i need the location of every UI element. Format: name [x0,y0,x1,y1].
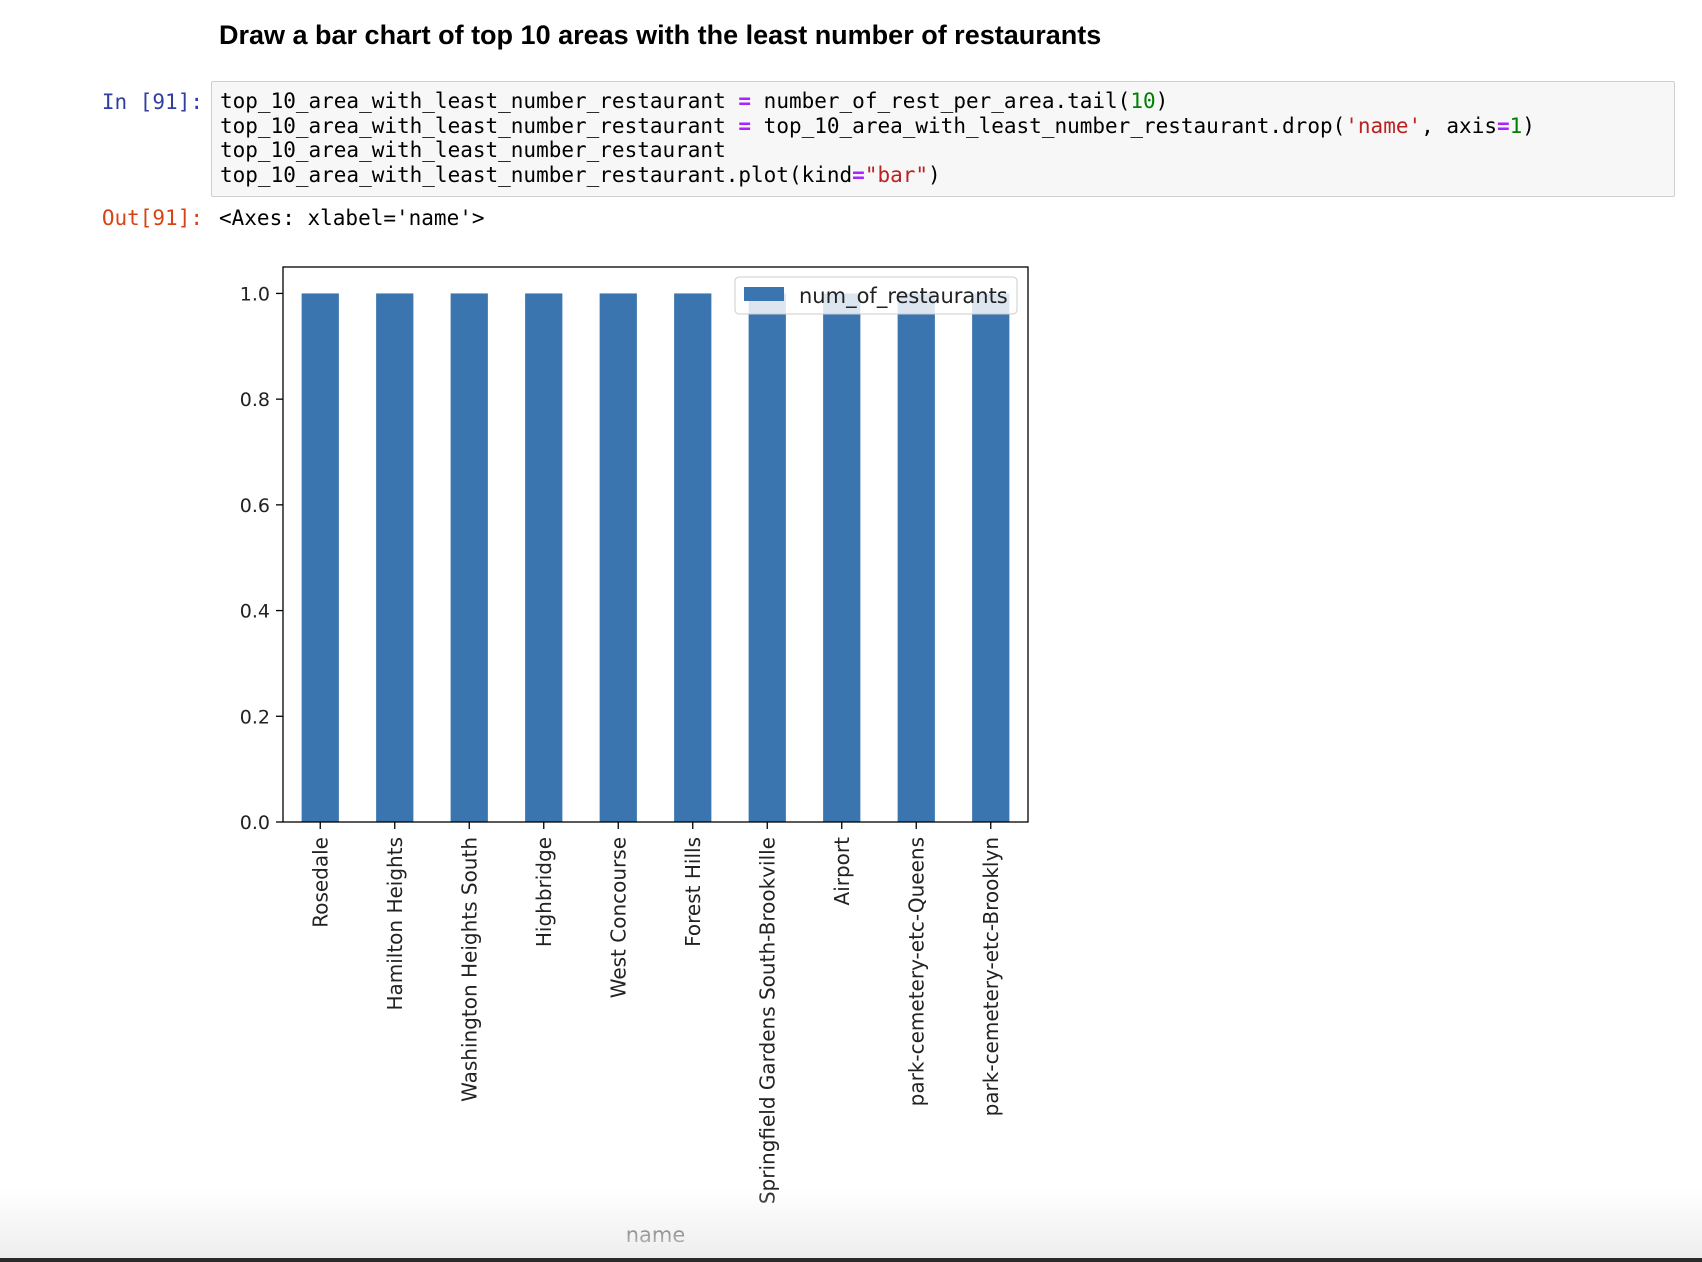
y-tick-label: 0.0 [240,812,270,834]
code-token: 1 [1509,113,1523,138]
output-prompt: Out[91]: [101,206,203,230]
x-tick-label: park-cemetery-etc-Brooklyn [979,837,1003,1116]
bar [525,293,563,822]
y-tick-label: 0.4 [240,601,270,623]
code-token: ) [928,162,941,187]
code-token: = [738,113,752,138]
bar [376,293,414,822]
bar [301,293,339,822]
markdown-heading: Draw a bar chart of top 10 areas with th… [219,20,1102,50]
bar [748,293,786,822]
code-line: top_10_area_with_least_number_restaurant… [220,89,1535,114]
bar [823,293,861,822]
x-tick-label: Rosedale [308,837,332,928]
code-token: = [852,162,865,187]
code-token: top_10_area_with_least_number_restaurant [220,89,739,113]
x-axis-label: name [626,1223,686,1247]
y-tick-label: 1.0 [240,283,270,305]
x-tick-label: Airport [830,837,854,906]
code-line: top_10_area_with_least_number_restaurant… [220,114,1535,139]
code-token: top_10_area_with_least_number_restaurant [220,138,726,162]
bar [450,293,488,822]
code-token: = [1496,113,1510,138]
bar [674,293,712,822]
code-token: top_10_area_with_least_number_restaurant… [751,113,1346,138]
plot-frame [282,266,1029,823]
code-line: top_10_area_with_least_number_restaurant… [220,163,1535,188]
output-text: <Axes: xlabel='name'> [219,206,485,230]
code-token: = [738,89,752,113]
legend-label: num_of_restaurants [799,284,1008,309]
code-token: 10 [1130,89,1156,113]
x-tick-label: Springfield Gardens South-Brookville [755,837,779,1204]
code-token: "bar" [864,162,929,187]
x-tick-label: Forest Hills [681,837,705,947]
x-tick-label: Hamilton Heights [383,837,407,1011]
code-token: , axis [1421,113,1497,138]
code-block[interactable]: top_10_area_with_least_number_restaurant… [220,89,1535,187]
code-token: 'name' [1345,113,1422,138]
bar [972,293,1010,822]
code-token: ) [1155,89,1169,113]
y-tick-label: 0.2 [240,706,270,728]
code-cell-editor[interactable]: top_10_area_with_least_number_restaurant… [211,81,1675,197]
x-tick-label: West Concourse [606,837,630,998]
x-tick-label: Highbridge [532,837,556,947]
bar [599,293,637,822]
legend-box [734,276,1018,315]
x-tick-label: Washington Heights South [457,837,481,1102]
code-token: top_10_area_with_least_number_restaurant [220,113,739,138]
y-tick-label: 0.8 [240,389,270,411]
code-token: number_of_rest_per_area.tail( [751,89,1131,113]
bar [897,293,935,822]
input-prompt: In [91]: [101,90,203,114]
code-token: top_10_area_with_least_number_restaurant… [220,162,853,187]
x-tick-label: park-cemetery-etc-Queens [904,837,928,1106]
legend: num_of_restaurants [734,276,1018,315]
window-bottom-edge [0,1258,1702,1262]
code-token: ) [1522,113,1535,138]
code-line: top_10_area_with_least_number_restaurant [220,138,1535,163]
legend-swatch [744,287,784,301]
y-tick-label: 0.6 [240,495,270,517]
